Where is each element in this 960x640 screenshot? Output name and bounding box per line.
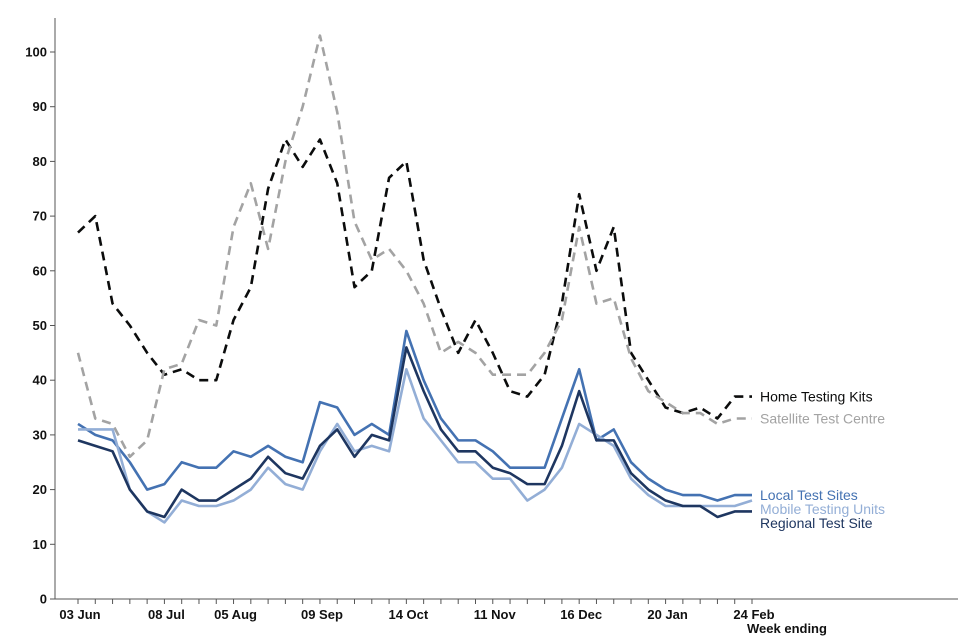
series-lines xyxy=(76,34,753,524)
series-label-home-testing-kits: Home Testing Kits xyxy=(760,389,873,405)
series-label-regional-test-site: Regional Test Site xyxy=(760,515,873,531)
x-tick-label: 08 Jul xyxy=(148,607,185,622)
y-tick-label: 90 xyxy=(33,99,47,114)
y-tick-label: 70 xyxy=(33,209,47,224)
y-axis-ticks: 0 10 20 30 40 50 60 70 80 90 100 xyxy=(25,45,55,607)
series-line-satellite-test-centre xyxy=(76,34,752,459)
x-axis-title: Week ending xyxy=(747,621,827,636)
y-tick-label: 10 xyxy=(33,537,47,552)
y-tick-label: 60 xyxy=(33,263,47,278)
axes xyxy=(54,18,958,600)
x-tick-label: 20 Jan xyxy=(647,607,688,622)
series-label-satellite-test-centre: Satellite Test Centre xyxy=(760,410,885,426)
x-tick-label: 24 Feb xyxy=(733,607,774,622)
y-tick-label: 40 xyxy=(33,373,47,388)
series-line-mobile-testing-units xyxy=(78,367,753,524)
series-line-home-testing-kits xyxy=(77,138,752,420)
y-tick-label: 100 xyxy=(25,45,47,60)
series-label-mobile-testing-units: Mobile Testing Units xyxy=(760,501,885,517)
x-tick-label: 16 Dec xyxy=(560,607,602,622)
y-tick-label: 20 xyxy=(33,482,47,497)
x-tick-label: 05 Aug xyxy=(214,607,257,622)
y-tick-label: 0 xyxy=(40,592,47,607)
x-axis-ticks: 03 Jun 08 Jul 05 Aug 09 Sep 14 Oct 11 Nov 16 D… xyxy=(59,599,775,622)
series-label-local-test-sites: Local Test Sites xyxy=(760,487,858,503)
y-tick-label: 50 xyxy=(33,318,47,333)
x-tick-label: 09 Sep xyxy=(301,607,343,622)
series-line-local-test-sites xyxy=(77,329,752,502)
x-tick-label: 14 Oct xyxy=(388,607,428,622)
x-tick-label: 03 Jun xyxy=(59,607,100,622)
series-labels: Home Testing Kits Satellite Test Centre Lo… xyxy=(760,389,885,531)
y-tick-label: 80 xyxy=(33,154,47,169)
series-line-regional-test-site xyxy=(77,346,752,519)
y-tick-label: 30 xyxy=(33,427,47,442)
x-tick-label: 11 Nov xyxy=(474,607,517,622)
